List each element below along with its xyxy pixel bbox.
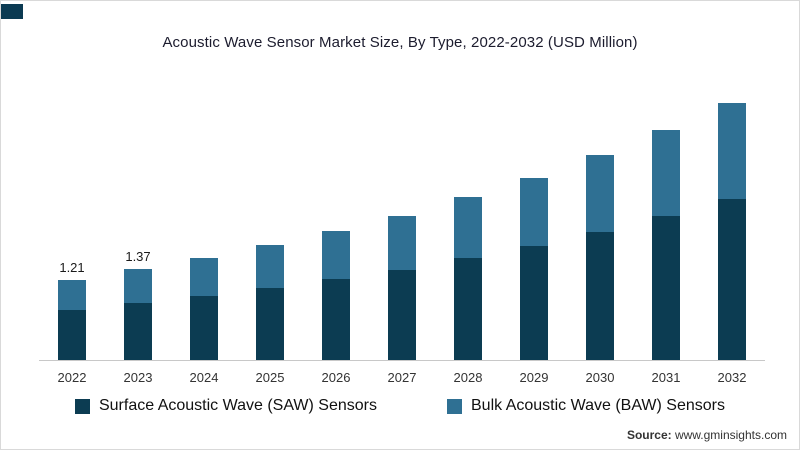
legend-swatch [447,398,462,414]
x-axis-labels: 2022 2023 2024 2025 2026 2027 2028 2029 2030 2031… [39,361,765,385]
bar-value-label: 1.21 [59,260,85,275]
bar-group [435,197,501,360]
legend-label: Bulk Acoustic Wave (BAW) Sensors [471,397,725,414]
bar-group [567,155,633,360]
saw-bar-segment [586,232,614,360]
saw-bar-segment [718,199,746,360]
bar-value-label: 1.37 [125,249,151,264]
legend-item: Bulk Acoustic Wave (BAW) Sensors [447,397,725,415]
baw-bar-segment [520,178,548,246]
saw-bar-segment [388,270,416,360]
x-axis-tick-label: 2028 [453,370,483,385]
saw-bar-segment [454,258,482,360]
logo-mark [1,4,23,19]
bar-group [369,216,435,360]
legend-swatch [74,398,90,414]
bar-group [501,178,567,360]
source-credit: Source: www.gminsights.com [627,428,787,442]
bar-group [633,130,699,360]
legend: Surface Acoustic Wave (SAW) Sensors Bulk … [1,397,799,415]
baw-bar-segment [190,258,218,296]
x-axis-tick-label: 2032 [717,370,747,385]
bar-group [237,245,303,360]
x-axis-tick-label: 2024 [189,370,219,385]
chart-title: Acoustic Wave Sensor Market Size, By Typ… [162,34,638,51]
bar-group: 1.21 [39,260,105,360]
saw-bar-segment [520,246,548,360]
plot-wrap: 1.21 1.37 2022 2023 2024 2025 2026 2027 2028 202… [39,96,765,385]
x-axis-tick-label: 2026 [321,370,351,385]
legend-item: Surface Acoustic Wave (SAW) Sensors [74,397,377,415]
baw-bar-segment [388,216,416,270]
source-url: www.gminsights.com [671,428,787,442]
x-axis-tick-label: 2029 [519,370,549,385]
bar-group: 1.37 [105,249,171,360]
x-axis-tick-label: 2025 [255,370,285,385]
saw-bar-segment [190,296,218,360]
baw-bar-segment [124,269,152,303]
x-axis-tick-label: 2022 [57,370,87,385]
x-axis-tick-label: 2027 [387,370,417,385]
x-axis-tick-label: 2031 [651,370,681,385]
legend-label: Surface Acoustic Wave (SAW) Sensors [98,397,377,414]
source-prefix: Source: [626,428,672,442]
x-axis-tick-label: 2023 [123,370,153,385]
saw-bar-segment [58,310,86,360]
baw-bar-segment [58,280,86,310]
bar-group [171,258,237,360]
saw-bar-segment [124,303,152,360]
baw-bar-segment [454,197,482,258]
baw-bar-segment [718,103,746,199]
bar-group [699,103,765,360]
x-axis-tick-label: 2030 [585,370,615,385]
baw-bar-segment [256,245,284,288]
saw-bar-segment [652,216,680,360]
saw-bar-segment [256,288,284,360]
baw-bar-segment [652,130,680,216]
plot-area: 1.21 1.37 [39,96,765,361]
bar-group [303,231,369,360]
baw-bar-segment [322,231,350,279]
baw-bar-segment [586,155,614,232]
saw-bar-segment [322,279,350,360]
